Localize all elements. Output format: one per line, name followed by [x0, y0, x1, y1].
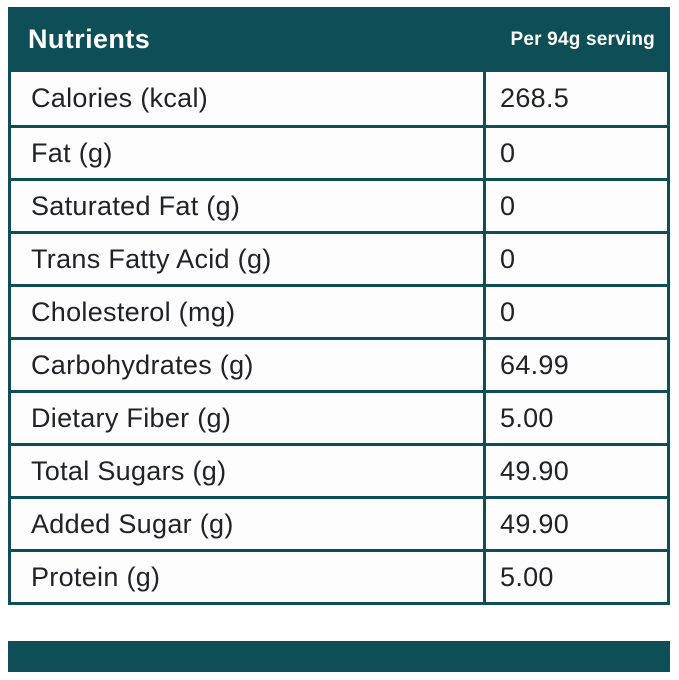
nutrient-value: 0: [483, 234, 667, 284]
nutrient-value: 268.5: [483, 72, 667, 125]
nutrient-value: 64.99: [483, 340, 667, 390]
nutrient-label: Fat (g): [31, 137, 113, 168]
nutrient-value: 5.00: [483, 552, 667, 602]
table-row: Dietary Fiber (g) 5.00: [11, 390, 667, 443]
nutrient-label: Calories (kcal): [31, 83, 209, 113]
nutrient-value: 0: [483, 181, 667, 231]
table-row: Fat (g) 0: [11, 125, 667, 178]
nutrient-label: Total Sugars (g): [31, 455, 227, 486]
nutrient-label: Protein (g): [31, 561, 161, 592]
table-body: Calories (kcal) 268.5 Fat (g) 0 Saturate…: [8, 72, 670, 605]
table-title: Nutrients: [28, 24, 151, 54]
nutrient-value: 49.90: [483, 446, 667, 496]
table-row: Saturated Fat (g) 0: [11, 178, 667, 231]
footer-accent-bar: [8, 641, 670, 672]
table-row: Trans Fatty Acid (g) 0: [11, 231, 667, 284]
nutrient-value: 0: [483, 287, 667, 337]
nutrient-value: 5.00: [483, 393, 667, 443]
nutrient-label: Cholesterol (mg): [31, 296, 236, 327]
table-header: Nutrients Per 94g serving: [8, 7, 670, 72]
nutrient-label: Added Sugar (g): [31, 508, 234, 539]
nutrient-label: Carbohydrates (g): [31, 349, 254, 380]
nutrient-label: Trans Fatty Acid (g): [31, 243, 272, 274]
table-row: Added Sugar (g) 49.90: [11, 496, 667, 549]
serving-size-header: Per 94g serving: [510, 28, 655, 50]
table-row: Carbohydrates (g) 64.99: [11, 337, 667, 390]
nutrient-value: 0: [483, 128, 667, 178]
table-row: Protein (g) 5.00: [11, 549, 667, 602]
table-row: Calories (kcal) 268.5: [11, 72, 667, 125]
nutrient-label: Dietary Fiber (g): [31, 402, 232, 433]
nutrition-table-panel: Nutrients Per 94g serving Calories (kcal…: [8, 7, 670, 605]
table-row: Cholesterol (mg) 0: [11, 284, 667, 337]
nutrient-value: 49.90: [483, 499, 667, 549]
table-row: Total Sugars (g) 49.90: [11, 443, 667, 496]
nutrient-label: Saturated Fat (g): [31, 190, 241, 221]
